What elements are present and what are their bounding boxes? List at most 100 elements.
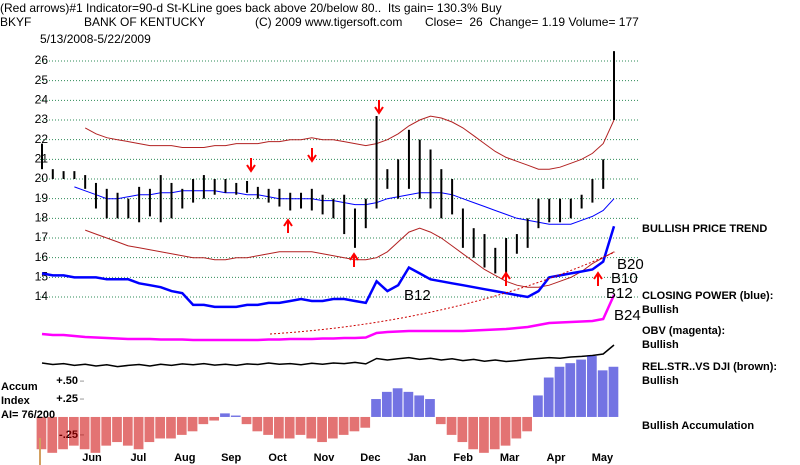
accum-label: Accum: [1, 381, 38, 393]
accum-bar: [155, 416, 166, 439]
annotation: B20: [617, 256, 644, 273]
annotation: B10: [611, 270, 638, 287]
accum-bar: [176, 416, 187, 435]
accum-bar: [274, 416, 284, 439]
x-tick-label: Apr: [547, 452, 567, 464]
accum-bar: [349, 416, 360, 432]
accum-bar: [68, 416, 79, 446]
accum-bar: [522, 416, 532, 432]
y-tick-label: 20: [35, 171, 49, 185]
accum-bar: [511, 416, 522, 439]
annotation: B24: [614, 307, 641, 324]
accum-bar: [608, 366, 619, 417]
y-tick-label: 23: [35, 112, 49, 126]
arrow: [283, 218, 293, 233]
y-tick-label: 26: [35, 53, 49, 67]
arrow: [501, 271, 511, 286]
accum-bar: [360, 416, 371, 428]
accum-bar: [533, 395, 543, 417]
accum-bar: [295, 416, 306, 435]
indicator-label: CLOSING POWER (blue):: [642, 290, 773, 302]
accum-bar: [597, 370, 608, 417]
accum-bar: [112, 416, 122, 443]
x-tick-label: Dec: [360, 452, 380, 464]
accum-bar: [587, 356, 597, 417]
accum-bar: [198, 416, 209, 425]
y-tick-label: 19: [35, 191, 49, 205]
accum-bar: [328, 416, 338, 439]
plot-layer: 14151617181920212223242526JunJulAugSepOc…: [35, 51, 640, 464]
accum-bar: [306, 416, 317, 439]
accum-tick-label: +.50: [56, 375, 78, 387]
annotation: B12: [404, 287, 431, 304]
accum-bar: [47, 416, 58, 453]
arrow: [246, 158, 256, 173]
accum-bar: [565, 363, 576, 417]
subtitle: 5/13/2008-5/22/2009: [40, 32, 151, 46]
y-tick-label: 25: [35, 73, 49, 87]
chart-title: (Red arrows)#1 Indicator=90-d St-KLine g…: [0, 1, 502, 15]
company: BANK OF KENTUCKY: [84, 15, 205, 29]
signal-arrows: [246, 100, 603, 286]
accum-bar: [220, 413, 230, 417]
accum-bar: [187, 416, 198, 432]
accum-bar: [144, 416, 155, 443]
annotation: B12: [606, 285, 633, 302]
accum-bar: [414, 395, 425, 417]
y-tick-label: 14: [35, 289, 49, 303]
accum-bar: [554, 366, 565, 417]
y-tick-label: 17: [35, 230, 49, 244]
arrow: [349, 252, 359, 267]
trend-line: [269, 251, 616, 335]
y-tick-label: 18: [35, 211, 49, 225]
accum-bar: [425, 399, 435, 417]
accum-bar: [241, 416, 252, 425]
accum-bar: [317, 416, 327, 443]
x-tick-label: May: [592, 452, 614, 464]
x-tick-label: Oct: [268, 452, 287, 464]
y-tick-label: 24: [35, 92, 49, 106]
copyright: (C) 2009 www.tigersoft.com: [255, 15, 402, 29]
indicator-label: BULLISH PRICE TREND: [642, 223, 767, 235]
accum-bar: [403, 391, 414, 417]
accum-bar: [457, 416, 468, 443]
accum-bar: [166, 416, 176, 439]
indicator-label: Bullish: [642, 304, 679, 316]
accum-bar: [101, 416, 112, 446]
y-tick-label: 16: [35, 250, 49, 264]
accum-bar: [36, 416, 47, 450]
arrow: [593, 271, 603, 286]
accum-tick-label: +.25: [56, 393, 78, 405]
obv-line: [41, 294, 616, 342]
x-tick-label: Jun: [82, 452, 102, 464]
accum-bar: [133, 416, 144, 450]
rel-str-line: [41, 344, 615, 368]
x-tick-label: Jan: [407, 452, 426, 464]
accum-bar: [90, 416, 101, 453]
symbol: BKYF: [0, 15, 31, 29]
upper-band: [84, 115, 615, 170]
accum-bar: [489, 416, 500, 450]
accum-bar: [479, 416, 489, 453]
accum-bar: [468, 416, 479, 450]
accum-label: AI= 76/200: [1, 409, 55, 421]
x-tick-label: Feb: [453, 452, 473, 464]
accum-bar: [392, 388, 403, 417]
accum-bar: [209, 416, 219, 421]
accum-bar: [371, 399, 381, 417]
y-tick-label: 22: [35, 132, 49, 146]
indicator-label: OBV (magenta):: [642, 325, 725, 337]
quote: Close= 26 Change= 1.19 Volume= 177: [425, 15, 639, 29]
accum-bar: [338, 416, 349, 435]
indicator-label: Bullish: [642, 375, 679, 387]
accum-bar: [446, 416, 457, 435]
accum-bar: [576, 359, 586, 417]
accum-bar: [381, 391, 392, 417]
indicator-label: REL.STR..VS DJI (brown):: [642, 361, 777, 373]
accum-bar: [79, 416, 90, 450]
x-tick-label: Sep: [221, 452, 241, 464]
arrow: [374, 100, 384, 115]
x-tick-label: Nov: [314, 452, 336, 464]
